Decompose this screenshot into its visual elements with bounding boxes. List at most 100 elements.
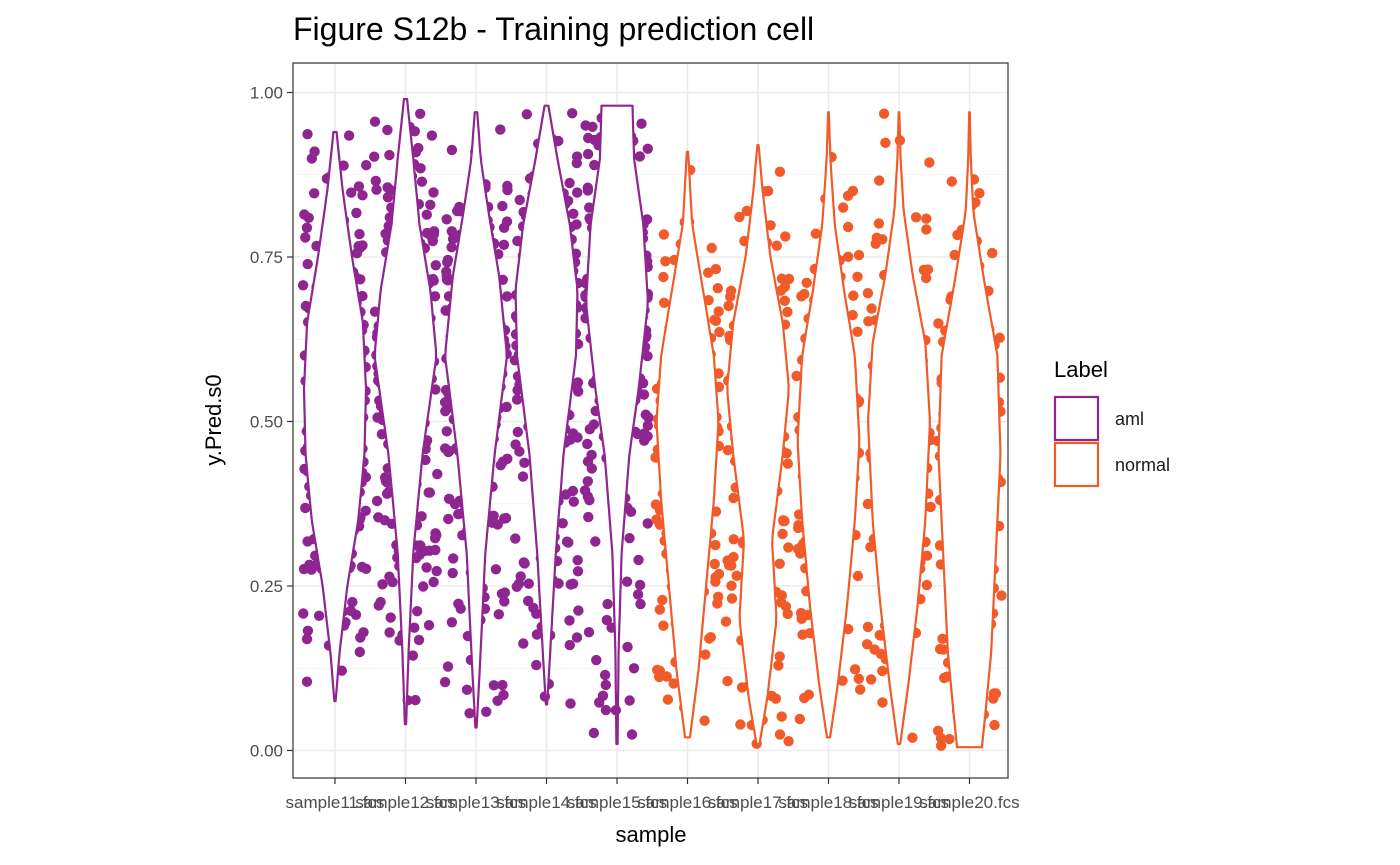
data-point <box>852 271 863 282</box>
data-point <box>302 625 314 636</box>
data-point <box>511 394 523 405</box>
data-point <box>440 406 451 417</box>
data-point <box>907 732 918 743</box>
data-point <box>939 672 950 684</box>
data-point <box>481 706 492 717</box>
violin-sample17 <box>726 144 790 745</box>
data-point <box>384 571 395 582</box>
data-point <box>783 542 794 553</box>
data-point <box>568 496 579 507</box>
data-point <box>377 579 388 590</box>
data-point <box>416 176 428 187</box>
data-point <box>795 548 806 559</box>
data-point <box>497 200 508 212</box>
data-point <box>510 533 521 544</box>
data-point <box>309 188 320 199</box>
data-point <box>725 285 737 296</box>
data-point <box>351 248 363 259</box>
violin-sample13 <box>444 111 508 729</box>
data-point <box>515 571 526 582</box>
data-point <box>842 221 854 233</box>
data-point <box>933 318 944 329</box>
data-point <box>731 570 742 581</box>
data-point <box>372 412 383 423</box>
data-point <box>517 471 529 482</box>
data-point <box>855 684 866 695</box>
data-point <box>709 314 720 325</box>
y-tick-label: 0.00 <box>250 742 283 761</box>
data-point <box>837 675 848 686</box>
x-tick-label: sample17.fcs <box>708 793 808 812</box>
data-point <box>514 194 525 206</box>
data-point <box>925 501 936 513</box>
data-point <box>622 641 633 653</box>
data-point <box>877 665 888 677</box>
violin-sample15 <box>585 104 649 745</box>
data-point <box>299 209 310 220</box>
data-point <box>987 247 998 259</box>
panel-border <box>292 62 1009 779</box>
data-point <box>783 736 794 747</box>
data-point <box>461 684 473 695</box>
data-point <box>642 143 653 154</box>
data-point <box>439 676 451 688</box>
data-point <box>519 558 530 569</box>
data-point <box>493 609 504 620</box>
data-point <box>429 291 441 302</box>
data-point <box>413 142 424 154</box>
x-tick-label: sample11.fcs <box>286 793 385 812</box>
data-point <box>564 615 575 626</box>
data-point <box>974 188 985 199</box>
data-point <box>428 226 440 237</box>
data-point <box>428 187 439 198</box>
data-point <box>848 290 859 301</box>
data-point <box>796 613 807 624</box>
data-point <box>384 627 395 638</box>
data-point <box>852 570 864 582</box>
data-point <box>519 457 530 468</box>
data-point <box>878 108 890 119</box>
data-point <box>590 536 601 547</box>
data-point <box>361 160 372 171</box>
y-tick-label: 0.50 <box>250 413 283 432</box>
data-point <box>793 522 804 534</box>
data-point <box>588 727 600 739</box>
data-point <box>567 578 579 589</box>
data-point <box>499 587 511 598</box>
data-point <box>416 511 427 522</box>
data-point <box>488 510 499 521</box>
data-point <box>591 654 602 666</box>
data-point <box>357 240 368 251</box>
data-point <box>579 485 591 496</box>
data-point <box>921 213 932 224</box>
data-point <box>791 370 802 382</box>
data-point <box>421 209 432 220</box>
data-point <box>880 137 891 148</box>
data-point <box>418 581 429 592</box>
data-point <box>713 568 725 580</box>
violin-sample19 <box>867 111 931 745</box>
data-point <box>642 350 653 362</box>
data-point <box>660 256 671 267</box>
data-point <box>528 602 539 614</box>
data-point <box>847 309 858 321</box>
data-point <box>866 303 877 314</box>
data-point <box>728 492 739 504</box>
data-point <box>712 283 723 294</box>
violin-sample11 <box>302 130 368 703</box>
data-point <box>935 733 947 744</box>
data-point <box>699 715 710 726</box>
data-point <box>357 190 368 201</box>
data-point <box>297 280 309 291</box>
data-point <box>921 224 932 235</box>
data-point <box>654 604 665 615</box>
data-point <box>989 719 1000 731</box>
data-point <box>773 660 784 671</box>
data-point <box>582 476 593 487</box>
legend-key-aml <box>1053 395 1100 442</box>
data-point <box>345 605 356 616</box>
data-point <box>502 184 513 196</box>
data-point <box>810 228 821 239</box>
violin-sample12 <box>373 98 438 726</box>
